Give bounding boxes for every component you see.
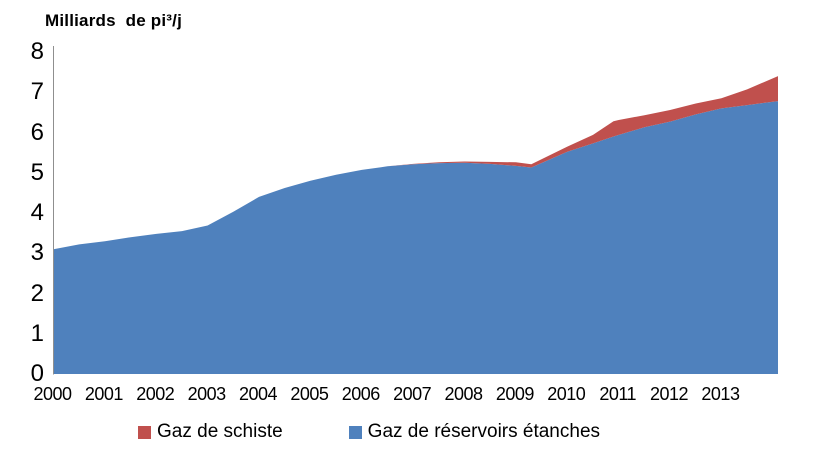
- x-tick-label-2011: 2011: [599, 384, 637, 404]
- legend-item-gaz-reservoirs-etanches: Gaz de réservoirs étanches: [348, 421, 601, 443]
- x-tick-label-2009: 2009: [495, 384, 535, 404]
- legend-item-gaz-de-schiste: Gaz de schiste: [138, 421, 283, 443]
- y-tick-label-5: 5: [30, 158, 44, 186]
- legend: Gaz de schiste Gaz de réservoirs étanche…: [138, 421, 600, 443]
- legend-swatch-gaz-reservoirs-etanches-icon: [348, 425, 362, 439]
- legend-swatch-gaz-de-schiste-icon: [138, 425, 151, 439]
- x-tick-label-2013: 2013: [701, 384, 740, 404]
- y-tick-label-2: 2: [30, 279, 44, 307]
- chart-title: Milliards de pi³/j: [45, 11, 182, 30]
- y-tick-label-8: 8: [30, 38, 44, 65]
- x-tick-label-2005: 2005: [290, 384, 329, 404]
- y-tick-label-6: 6: [30, 118, 44, 146]
- y-tick-label-3: 3: [30, 239, 44, 267]
- legend-label-gaz-reservoirs-etanches: Gaz de réservoirs étanches: [367, 421, 601, 442]
- x-tick-label-2003: 2003: [187, 384, 227, 404]
- x-tick-label-2007: 2007: [393, 384, 432, 404]
- x-tick-label-2006: 2006: [341, 384, 381, 404]
- y-tick-label-0: 0: [30, 360, 44, 387]
- x-tick-label-2002: 2002: [136, 384, 175, 404]
- area-gaz-reservoirs-etanches: [53, 101, 778, 374]
- x-tick-label-2001: 2001: [84, 384, 124, 404]
- legend-label-gaz-de-schiste: Gaz de schiste: [157, 421, 283, 442]
- y-tick-label-7: 7: [30, 78, 44, 106]
- x-tick-label-2012: 2012: [650, 384, 689, 404]
- x-tick-label-2004: 2004: [238, 384, 278, 404]
- y-tick-label-4: 4: [30, 199, 44, 226]
- x-tick-label-2008: 2008: [444, 384, 484, 404]
- x-tick-label-2000: 2000: [33, 384, 72, 404]
- x-tick-label-2010: 2010: [547, 384, 586, 404]
- y-tick-label-1: 1: [30, 319, 44, 347]
